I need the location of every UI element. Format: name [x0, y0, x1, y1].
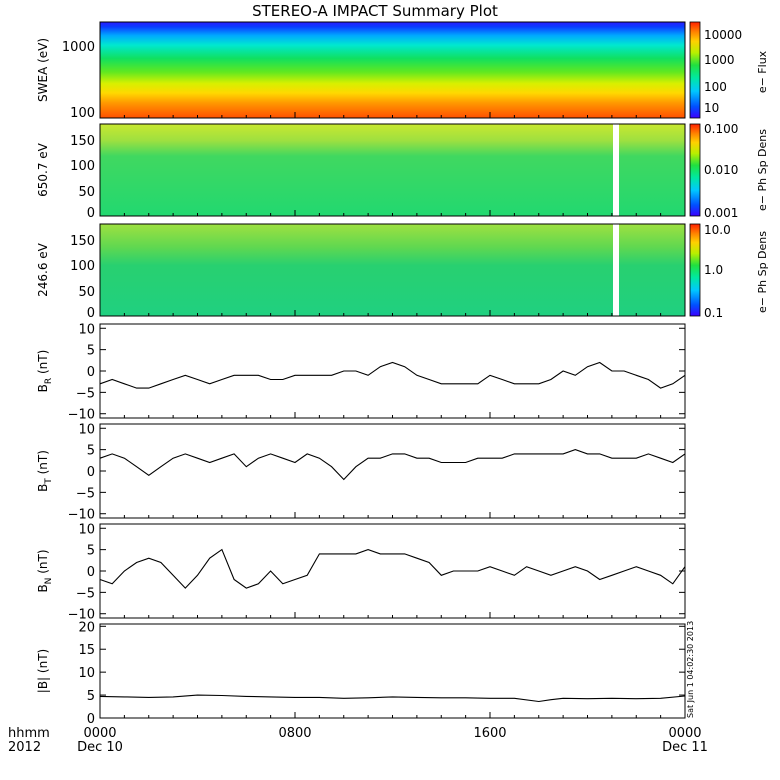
pad650-cb-tick-0.010: 0.010 [704, 163, 738, 177]
br-ytick-label: 5 [87, 344, 95, 359]
panel-pad246: 246.6 eV 0 50 100 150 0.1 1.0 10.0 e− Ph… [36, 223, 769, 321]
br-ytick-label: 0 [87, 365, 95, 380]
br-ytick-label: 10 [78, 322, 95, 337]
swea-cb-tick-10: 10 [704, 101, 719, 115]
pad650-gap [613, 124, 619, 216]
field-line-panels: 10 5 0 −5 −10 BR (nT) 10 5 0 −5 −10 BT (nT) 10 5 0 −5 −1… [36, 322, 686, 727]
br-ytick-label: −10 [68, 408, 95, 423]
bn-ylabel: BN (nT) [36, 549, 54, 592]
swea-ytick-1000: 1000 [62, 40, 95, 55]
bt-ytick-label: 5 [87, 444, 95, 459]
bmag-series-line [99, 694, 686, 703]
panel-bmag: 20 15 10 5 0 |B| (nT) [36, 620, 686, 727]
panel-pad650: 650.7 eV 0 50 100 150 0.001 0.010 0.100 … [36, 122, 769, 221]
pad650-ytick-100: 100 [70, 159, 95, 174]
pad246-cb-tick-10.0: 10.0 [704, 223, 731, 237]
swea-ytick-100: 100 [70, 106, 95, 121]
x-tick-0000-start: 0000 [83, 726, 116, 741]
bt-series-line [99, 449, 686, 481]
swea-yticks: 100 1000 [62, 40, 95, 121]
bmag-ytick-label: 0 [87, 712, 95, 727]
pad246-cb-tick-1.0: 1.0 [704, 263, 723, 277]
pad246-cb-label: e− Ph Sp Dens [756, 231, 769, 313]
bn-series-line [99, 548, 686, 589]
plot-title: STEREO-A IMPACT Summary Plot [252, 2, 498, 20]
bmag-frame [99, 623, 686, 719]
br-series-line [99, 361, 686, 389]
footer-year: 2012 [8, 740, 41, 755]
pad650-cb-tick-0.100: 0.100 [704, 122, 738, 136]
bn-ytick-label: 0 [87, 565, 95, 580]
panel-bt: 10 5 0 −5 −10 BT (nT) [36, 422, 686, 523]
bn-ytick-label: 5 [87, 544, 95, 559]
pad246-yticks: 0 50 100 150 [70, 234, 95, 321]
swea-ylabel: SWEA (eV) [36, 38, 50, 102]
bt-ytick-label: 10 [78, 422, 95, 437]
pad650-cb-tick-0.001: 0.001 [704, 206, 738, 220]
footer-hhmm: hhmm [8, 726, 50, 741]
swea-cb-tick-10000: 10000 [704, 28, 742, 42]
panel-br: 10 5 0 −5 −10 BR (nT) [36, 322, 686, 423]
pad650-ytick-150: 150 [70, 134, 95, 149]
x-tick-1600: 1600 [473, 726, 506, 741]
time-axis: 0000 0800 1600 0000 hhmm 2012 Dec 10 Dec… [8, 112, 708, 755]
pad246-ylabel: 246.6 eV [36, 242, 50, 297]
pad650-colorbar [689, 123, 701, 217]
bn-ytick-label: −10 [68, 608, 95, 623]
swea-cb-label: e− Flux [756, 50, 769, 93]
x-tick-marks [123, 112, 662, 316]
bmag-ylabel: |B| (nT) [36, 649, 50, 693]
bn-ytick-label: 10 [78, 522, 95, 537]
swea-cb-tick-100: 100 [704, 80, 727, 94]
pad246-cyan-region [100, 224, 685, 316]
bt-ytick-label: −5 [76, 486, 95, 501]
bt-frame [99, 423, 686, 519]
pad246-gap [613, 224, 619, 316]
swea-cb-tick-1000: 1000 [704, 53, 735, 67]
pad246-ytick-0: 0 [87, 306, 95, 321]
x-tick-0800: 0800 [278, 726, 311, 741]
br-frame [99, 323, 686, 419]
footer-date-start: Dec 10 [77, 740, 123, 755]
pad246-colorbar [689, 223, 701, 317]
bmag-ytick-label: 15 [78, 643, 95, 658]
pad246-ytick-100: 100 [70, 259, 95, 274]
bn-ytick-label: −5 [76, 586, 95, 601]
pad650-cyan-region [100, 124, 685, 216]
bt-ylabel: BT (nT) [36, 450, 54, 492]
pad246-ytick-150: 150 [70, 234, 95, 249]
x-tick-0000-end: 0000 [668, 726, 701, 741]
pad650-cb-label: e− Ph Sp Dens [756, 129, 769, 211]
bmag-ytick-label: 5 [87, 689, 95, 704]
pad650-ylabel: 650.7 eV [36, 142, 50, 197]
bmag-ytick-label: 20 [78, 620, 95, 635]
bt-ytick-label: −10 [68, 508, 95, 523]
pad246-ytick-50: 50 [78, 285, 95, 300]
bmag-ytick-label: 10 [78, 666, 95, 681]
pad650-ytick-0: 0 [87, 206, 95, 221]
timestamp-stamp: Sat Jun 1 04:02:30 2013 [686, 621, 695, 718]
panel-bn: 10 5 0 −5 −10 BN (nT) [36, 522, 686, 623]
pad650-yticks: 0 50 100 150 [70, 134, 95, 221]
bt-ytick-label: 0 [87, 465, 95, 480]
swea-colorbar [689, 21, 701, 119]
pad650-ytick-50: 50 [78, 185, 95, 200]
br-ylabel: BR (nT) [36, 350, 54, 393]
footer-date-end: Dec 11 [662, 740, 708, 755]
bn-frame [99, 523, 686, 619]
br-ytick-label: −5 [76, 386, 95, 401]
panel-swea: SWEA (eV) 100 1000 10 100 1000 10000 e− … [36, 21, 769, 121]
pad246-cb-tick-0.1: 0.1 [704, 306, 723, 320]
swea-spectrogram [100, 22, 685, 118]
